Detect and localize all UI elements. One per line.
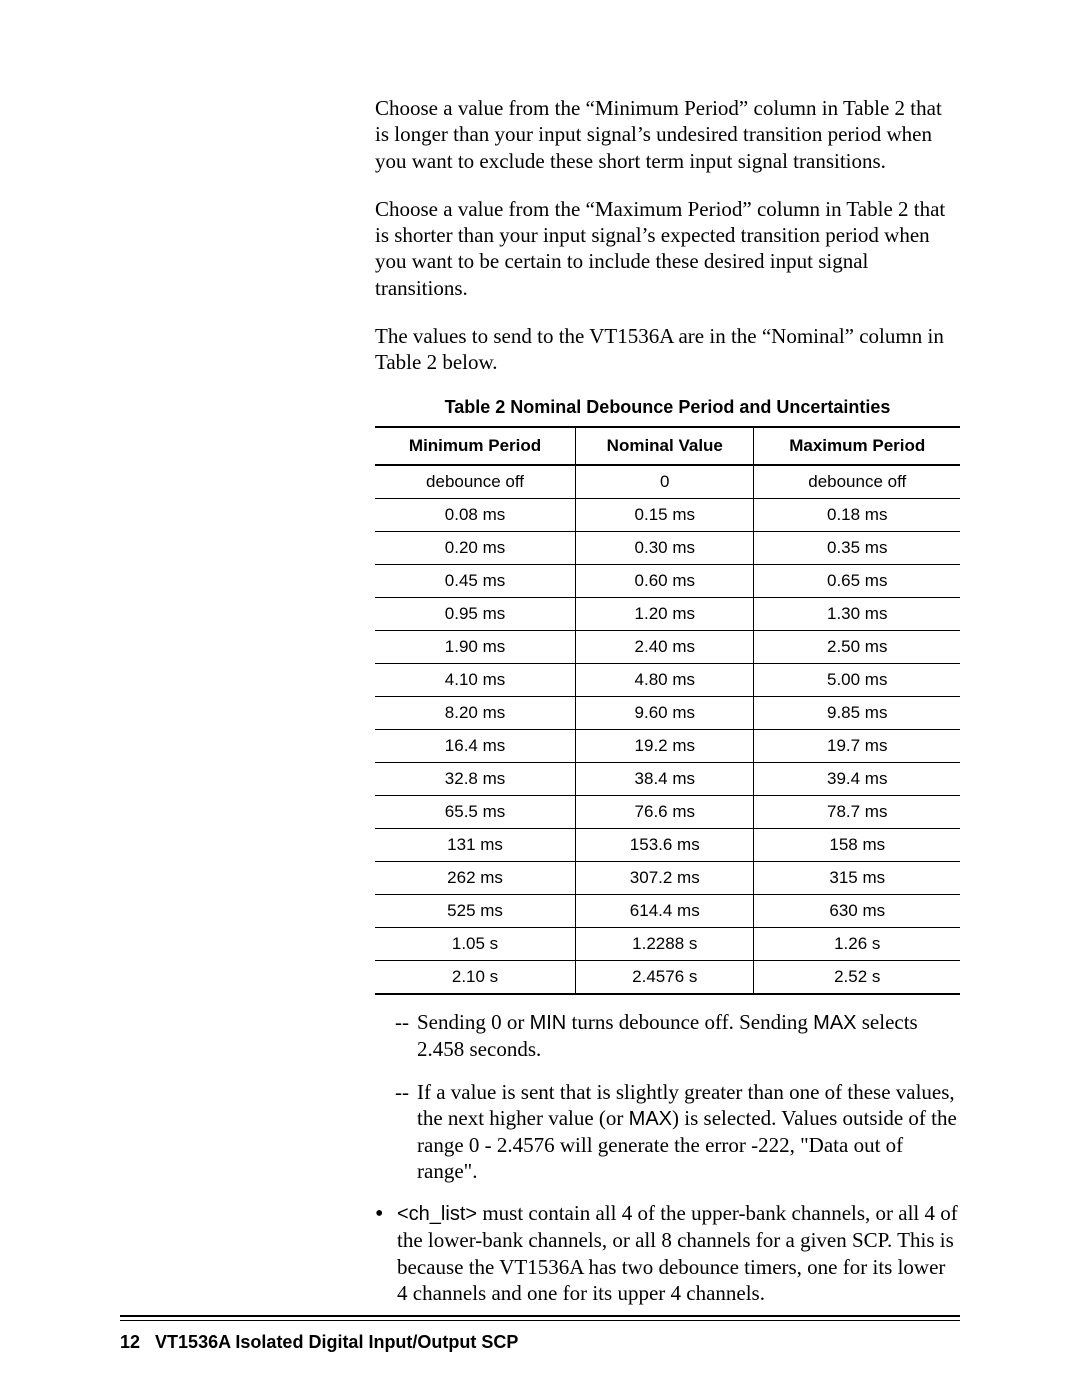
table-cell: 2.10 s <box>375 961 576 995</box>
table-cell: 8.20 ms <box>375 697 576 730</box>
table-cell: 315 ms <box>754 862 960 895</box>
bullet-text: must contain all 4 of the upper-bank cha… <box>397 1201 958 1305</box>
table-cell: 32.8 ms <box>375 763 576 796</box>
table-row: 0.45 ms0.60 ms0.65 ms <box>375 565 960 598</box>
table-cell: 76.6 ms <box>576 796 754 829</box>
table-cell: 78.7 ms <box>754 796 960 829</box>
table-cell: 2.40 ms <box>576 631 754 664</box>
paragraph-1: Choose a value from the “Minimum Period”… <box>375 95 960 174</box>
table-cell: 131 ms <box>375 829 576 862</box>
table-row: 2.10 s2.4576 s2.52 s <box>375 961 960 995</box>
paragraph-3: The values to send to the VT1536A are in… <box>375 323 960 376</box>
table-cell: 4.10 ms <box>375 664 576 697</box>
table-cell: 65.5 ms <box>375 796 576 829</box>
table-row: 0.20 ms0.30 ms0.35 ms <box>375 532 960 565</box>
note-1-mid: turns debounce off. Sending <box>566 1010 813 1034</box>
col-nominal-value: Nominal Value <box>576 427 754 465</box>
table-cell: 614.4 ms <box>576 895 754 928</box>
table-cell: 1.30 ms <box>754 598 960 631</box>
table-cell: 2.4576 s <box>576 961 754 995</box>
table-cell: 0.60 ms <box>576 565 754 598</box>
table-cell: 0.65 ms <box>754 565 960 598</box>
footer-rule <box>120 1315 960 1321</box>
table-row: 1.90 ms2.40 ms2.50 ms <box>375 631 960 664</box>
table-cell: 1.26 s <box>754 928 960 961</box>
paragraph-2: Choose a value from the “Maximum Period”… <box>375 196 960 301</box>
table-cell: 9.60 ms <box>576 697 754 730</box>
page: Choose a value from the “Minimum Period”… <box>0 0 1080 1397</box>
table-cell: 39.4 ms <box>754 763 960 796</box>
dash-marker: -- <box>395 1079 417 1185</box>
code-chlist: <ch_list> <box>397 1203 477 1225</box>
table-row: 32.8 ms38.4 ms39.4 ms <box>375 763 960 796</box>
table-cell: 0.18 ms <box>754 499 960 532</box>
table-cell: 19.7 ms <box>754 730 960 763</box>
table-row: 131 ms153.6 ms158 ms <box>375 829 960 862</box>
notes-block: -- Sending 0 or MIN turns debounce off. … <box>375 1009 960 1306</box>
table-cell: 16.4 ms <box>375 730 576 763</box>
table-cell: debounce off <box>375 465 576 499</box>
table-row: 4.10 ms4.80 ms5.00 ms <box>375 664 960 697</box>
note-1: -- Sending 0 or MIN turns debounce off. … <box>395 1009 960 1062</box>
table-cell: 525 ms <box>375 895 576 928</box>
table-2: Table 2 Nominal Debounce Period and Unce… <box>375 397 960 995</box>
table-cell: 1.2288 s <box>576 928 754 961</box>
table-cell: 4.80 ms <box>576 664 754 697</box>
table-cell: 0.95 ms <box>375 598 576 631</box>
table-cell: 0.35 ms <box>754 532 960 565</box>
bullet-body: <ch_list> must contain all 4 of the uppe… <box>397 1200 960 1306</box>
table-cell: 38.4 ms <box>576 763 754 796</box>
page-number: 12 <box>120 1332 140 1352</box>
table-cell: 9.85 ms <box>754 697 960 730</box>
table-cell: 0.30 ms <box>576 532 754 565</box>
table-cell: 1.20 ms <box>576 598 754 631</box>
table-cell: 19.2 ms <box>576 730 754 763</box>
note-2: -- If a value is sent that is slightly g… <box>395 1079 960 1185</box>
body-text-block: Choose a value from the “Minimum Period”… <box>375 95 960 375</box>
note-1-pre: Sending 0 or <box>417 1010 530 1034</box>
bullet-icon: • <box>375 1200 397 1306</box>
table-header-row: Minimum Period Nominal Value Maximum Per… <box>375 427 960 465</box>
dash-marker: -- <box>395 1009 417 1062</box>
table-caption: Table 2 Nominal Debounce Period and Unce… <box>375 397 960 418</box>
note-1-body: Sending 0 or MIN turns debounce off. Sen… <box>417 1009 960 1062</box>
table-row: debounce off0debounce off <box>375 465 960 499</box>
table-cell: 262 ms <box>375 862 576 895</box>
col-max-period: Maximum Period <box>754 427 960 465</box>
table-row: 8.20 ms9.60 ms9.85 ms <box>375 697 960 730</box>
page-footer: 12 VT1536A Isolated Digital Input/Output… <box>120 1332 518 1353</box>
note-2-body: If a value is sent that is slightly grea… <box>417 1079 960 1185</box>
table-cell: 1.90 ms <box>375 631 576 664</box>
table-row: 0.95 ms1.20 ms1.30 ms <box>375 598 960 631</box>
code-min: MIN <box>530 1012 567 1034</box>
table-body: debounce off0debounce off0.08 ms0.15 ms0… <box>375 465 960 994</box>
table-cell: debounce off <box>754 465 960 499</box>
table-row: 1.05 s1.2288 s1.26 s <box>375 928 960 961</box>
footer-title: VT1536A Isolated Digital Input/Output SC… <box>155 1332 518 1352</box>
col-min-period: Minimum Period <box>375 427 576 465</box>
table-cell: 630 ms <box>754 895 960 928</box>
table-row: 65.5 ms76.6 ms78.7 ms <box>375 796 960 829</box>
table-cell: 0.20 ms <box>375 532 576 565</box>
table-row: 16.4 ms19.2 ms19.7 ms <box>375 730 960 763</box>
table-cell: 0 <box>576 465 754 499</box>
debounce-table: Minimum Period Nominal Value Maximum Per… <box>375 426 960 995</box>
table-row: 262 ms307.2 ms315 ms <box>375 862 960 895</box>
table-cell: 158 ms <box>754 829 960 862</box>
table-cell: 5.00 ms <box>754 664 960 697</box>
table-cell: 0.45 ms <box>375 565 576 598</box>
table-cell: 0.08 ms <box>375 499 576 532</box>
table-cell: 153.6 ms <box>576 829 754 862</box>
bullet-chlist: • <ch_list> must contain all 4 of the up… <box>375 1200 960 1306</box>
table-cell: 2.52 s <box>754 961 960 995</box>
table-cell: 2.50 ms <box>754 631 960 664</box>
code-max-1: MAX <box>813 1012 856 1034</box>
table-row: 0.08 ms0.15 ms0.18 ms <box>375 499 960 532</box>
table-row: 525 ms614.4 ms630 ms <box>375 895 960 928</box>
code-max-2: MAX <box>629 1108 672 1130</box>
table-cell: 0.15 ms <box>576 499 754 532</box>
table-cell: 1.05 s <box>375 928 576 961</box>
table-cell: 307.2 ms <box>576 862 754 895</box>
